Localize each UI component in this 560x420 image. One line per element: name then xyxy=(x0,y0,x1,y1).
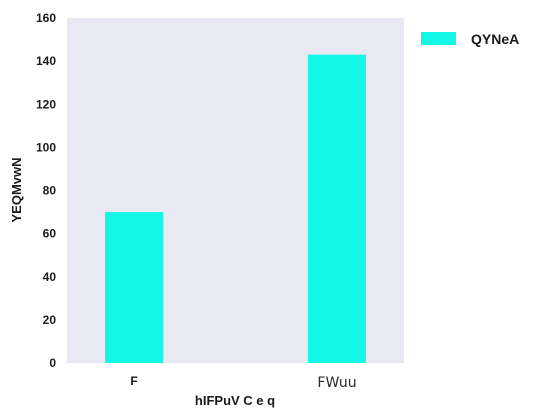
x-axis-label: hIFPuV C e q xyxy=(195,393,275,408)
x-tick-label: F xyxy=(130,374,137,388)
y-tick-label: 140 xyxy=(36,54,56,68)
y-tick-label: 100 xyxy=(36,140,56,154)
y-tick-label: 40 xyxy=(43,270,57,284)
bar-fwuu xyxy=(308,54,366,363)
y-tick-label: 120 xyxy=(36,97,56,111)
y-tick-label: 60 xyxy=(43,227,57,241)
y-tick-label: 0 xyxy=(49,356,56,370)
legend-label: QYNeA xyxy=(471,31,519,47)
y-axis-ticks: 0 20 40 60 80 100 120 140 160 xyxy=(36,11,56,370)
y-tick-label: 80 xyxy=(43,184,57,198)
x-tick-label: FWuu xyxy=(317,375,356,391)
y-tick-label: 160 xyxy=(36,11,56,25)
legend: QYNeA xyxy=(421,31,519,47)
legend-swatch xyxy=(421,32,456,45)
x-axis-ticks: F FWuu xyxy=(130,374,356,391)
y-axis-label: YEQMvwN xyxy=(9,157,24,222)
bar-f xyxy=(105,212,163,363)
bars-group xyxy=(105,54,366,363)
y-tick-label: 20 xyxy=(43,313,57,327)
